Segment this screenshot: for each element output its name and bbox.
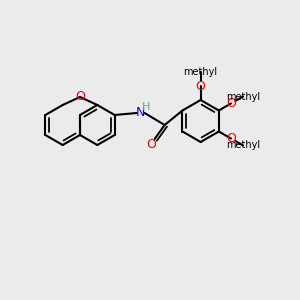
Text: N: N: [136, 106, 145, 119]
Text: O: O: [226, 132, 236, 145]
Text: O: O: [147, 137, 157, 151]
Text: methyl: methyl: [184, 67, 218, 77]
Text: methyl: methyl: [226, 92, 260, 101]
Text: methyl: methyl: [226, 140, 260, 151]
Text: O: O: [226, 97, 236, 110]
Text: H: H: [142, 102, 150, 112]
Text: O: O: [75, 91, 85, 103]
Text: O: O: [196, 80, 206, 92]
